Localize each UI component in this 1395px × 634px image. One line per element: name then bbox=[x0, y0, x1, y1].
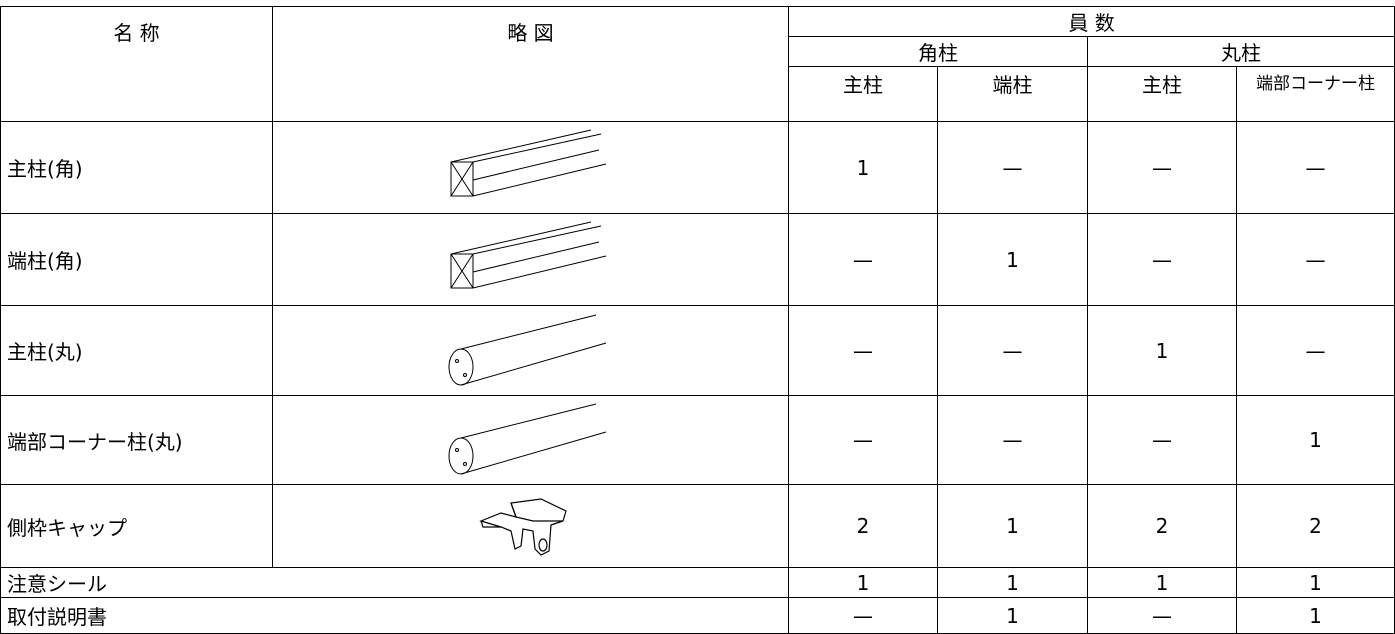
part-count: 2 bbox=[1235, 484, 1395, 568]
header-sub: 端部コーナー柱 bbox=[1235, 66, 1395, 122]
part-name: 主柱(丸) bbox=[0, 305, 273, 396]
round-post-sketch bbox=[448, 314, 606, 385]
square-post-sketch bbox=[450, 129, 606, 196]
part-count: 1 bbox=[937, 213, 1088, 306]
part-count: 1 bbox=[1235, 567, 1395, 598]
part-count: 1 bbox=[788, 121, 938, 214]
header-group: 丸柱 bbox=[1086, 36, 1395, 67]
part-name: 端柱(角) bbox=[0, 213, 273, 306]
part-count: 1 bbox=[1235, 395, 1395, 485]
header-sub: 主柱 bbox=[788, 66, 938, 122]
part-count: 1 bbox=[1087, 567, 1237, 598]
part-count: — bbox=[937, 395, 1088, 485]
part-name: 取付説明書 bbox=[0, 597, 789, 634]
header-count: 員 数 bbox=[787, 6, 1395, 37]
part-name: 側枠キャップ bbox=[0, 484, 273, 568]
table-row: 名 称略 図員 数 bbox=[0, 6, 1395, 122]
part-sketch bbox=[272, 121, 789, 214]
part-name: 端部コーナー柱(丸) bbox=[0, 395, 273, 485]
part-count: 1 bbox=[1235, 597, 1395, 634]
part-count: — bbox=[937, 305, 1088, 396]
part-count: 1 bbox=[788, 567, 938, 598]
part-name: 主柱(角) bbox=[0, 121, 273, 214]
header-name: 名 称 bbox=[0, 6, 273, 122]
table-row: 角柱 丸柱 bbox=[1, 36, 1395, 67]
part-count: — bbox=[788, 213, 938, 306]
header-group: 角柱 bbox=[788, 36, 1088, 67]
table-row: 取付説明書 —1—1 bbox=[0, 597, 1395, 634]
table-row: 主柱(角) 1— — — bbox=[0, 121, 1395, 214]
part-count: — bbox=[788, 395, 938, 485]
part-name: 注意シール bbox=[0, 567, 789, 598]
table-row: 注意シール 1 1 1 1 bbox=[0, 567, 1395, 598]
part-count: 1 bbox=[1087, 305, 1237, 396]
part-count: 1 bbox=[937, 484, 1088, 568]
part-count: — bbox=[1087, 213, 1237, 306]
part-sketch bbox=[272, 213, 789, 306]
part-count: 2 bbox=[788, 484, 938, 568]
part-sketch bbox=[272, 484, 789, 568]
table-row: 主柱(丸) — —1— bbox=[0, 305, 1395, 396]
table-row: 端柱(角) —1— — bbox=[0, 213, 1395, 306]
header-sub: 主柱 bbox=[1087, 66, 1237, 122]
parts-table: 名 称略 図員 数角柱 丸柱 主柱 端柱 主柱 端部コーナー柱 主柱(角) 1— — — 端柱(角)… bbox=[0, 6, 1395, 634]
table-row: 側枠キャップ 2 1 2 2 bbox=[0, 484, 1395, 568]
part-count: — bbox=[1087, 395, 1237, 485]
table-row: 端部コーナー柱(丸) — — —1 bbox=[0, 395, 1395, 485]
header-sketch: 略 図 bbox=[272, 6, 789, 122]
part-sketch bbox=[272, 395, 789, 485]
square-post-sketch bbox=[450, 221, 606, 288]
part-count: — bbox=[937, 121, 1088, 214]
part-count: 1 bbox=[937, 597, 1088, 634]
header-sub: 端柱 bbox=[937, 66, 1088, 122]
cap-sketch bbox=[478, 498, 567, 556]
round-post-sketch bbox=[448, 403, 606, 475]
part-count: — bbox=[1235, 305, 1395, 396]
part-count: — bbox=[1235, 121, 1395, 214]
part-count: 1 bbox=[937, 567, 1088, 598]
part-count: — bbox=[788, 597, 938, 634]
part-count: — bbox=[788, 305, 938, 396]
part-count: — bbox=[1087, 121, 1237, 214]
part-sketch bbox=[272, 305, 789, 396]
part-count: — bbox=[1235, 213, 1395, 306]
part-count: — bbox=[1087, 597, 1237, 634]
part-count: 2 bbox=[1087, 484, 1237, 568]
